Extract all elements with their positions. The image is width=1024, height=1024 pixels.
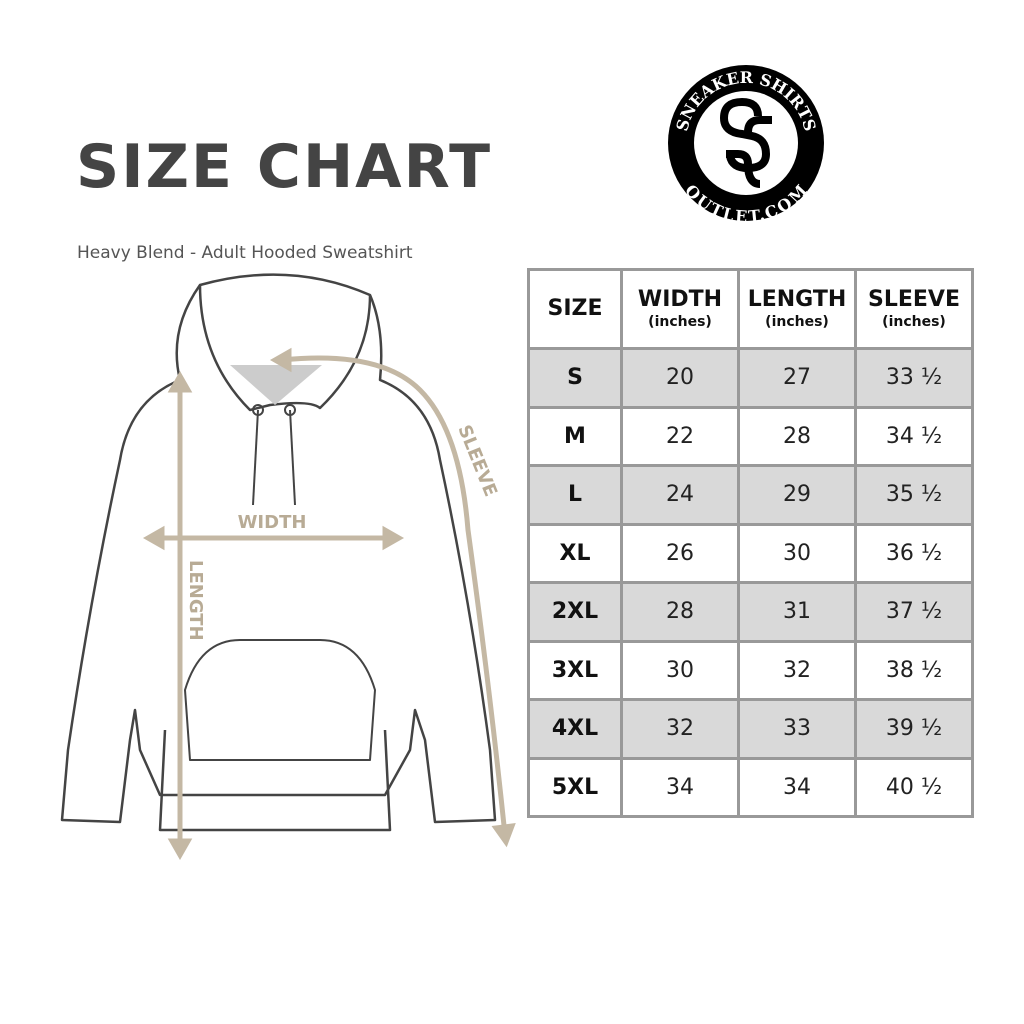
header-width: WIDTH (inches) [620,268,740,350]
table-row: 2XL 28 31 37 ½ [527,581,974,643]
width-cell: 28 [620,581,740,643]
sleeve-cell: 36 ½ [854,522,974,584]
width-cell: 32 [620,698,740,760]
width-cell: 22 [620,405,740,467]
width-cell: 24 [620,464,740,526]
width-cell: 34 [620,756,740,818]
size-cell: 2XL [527,581,623,643]
measurement-arrows [142,347,516,860]
length-cell: 33 [737,698,857,760]
table-row: 3XL 30 32 38 ½ [527,639,974,701]
size-cell: S [527,347,623,409]
product-subtitle: Heavy Blend - Adult Hooded Sweatshirt [77,243,413,263]
table-header-row: SIZE WIDTH (inches) LENGTH (inches) SLEEVE… [527,268,974,350]
sleeve-cell: 35 ½ [854,464,974,526]
table-row: L 24 29 35 ½ [527,464,974,526]
brand-logo: SNEAKER SHIRTS OUTLET.COM [668,65,824,222]
table-row: 4XL 32 33 39 ½ [527,698,974,760]
length-cell: 29 [737,464,857,526]
table-row: XL 26 30 36 ½ [527,522,974,584]
length-cell: 28 [737,405,857,467]
header-sleeve: SLEEVE (inches) [854,268,974,350]
table-row: 5XL 34 34 40 ½ [527,756,974,818]
size-cell: M [527,405,623,467]
sleeve-cell: 37 ½ [854,581,974,643]
width-cell: 26 [620,522,740,584]
sleeve-cell: 33 ½ [854,347,974,409]
sleeve-cell: 34 ½ [854,405,974,467]
header-size: SIZE [527,268,623,350]
width-label: WIDTH [238,512,307,533]
length-cell: 31 [737,581,857,643]
size-cell: 5XL [527,756,623,818]
size-cell: XL [527,522,623,584]
monogram-icon [719,97,772,188]
table-row: S 20 27 33 ½ [527,347,974,409]
size-cell: L [527,464,623,526]
length-cell: 30 [737,522,857,584]
page-title: SIZE CHART [76,132,493,202]
sleeve-cell: 38 ½ [854,639,974,701]
hoodie-diagram: WIDTH LENGTH SLEEVE [60,273,516,860]
size-table: SIZE WIDTH (inches) LENGTH (inches) SLEEVE… [527,268,974,818]
length-label: LENGTH [185,560,206,641]
length-cell: 32 [737,639,857,701]
size-cell: 4XL [527,698,623,760]
width-cell: 20 [620,347,740,409]
size-cell: 3XL [527,639,623,701]
sleeve-cell: 39 ½ [854,698,974,760]
sleeve-cell: 40 ½ [854,756,974,818]
width-cell: 30 [620,639,740,701]
header-length: LENGTH (inches) [737,268,857,350]
length-cell: 27 [737,347,857,409]
length-cell: 34 [737,756,857,818]
table-row: M 22 28 34 ½ [527,405,974,467]
